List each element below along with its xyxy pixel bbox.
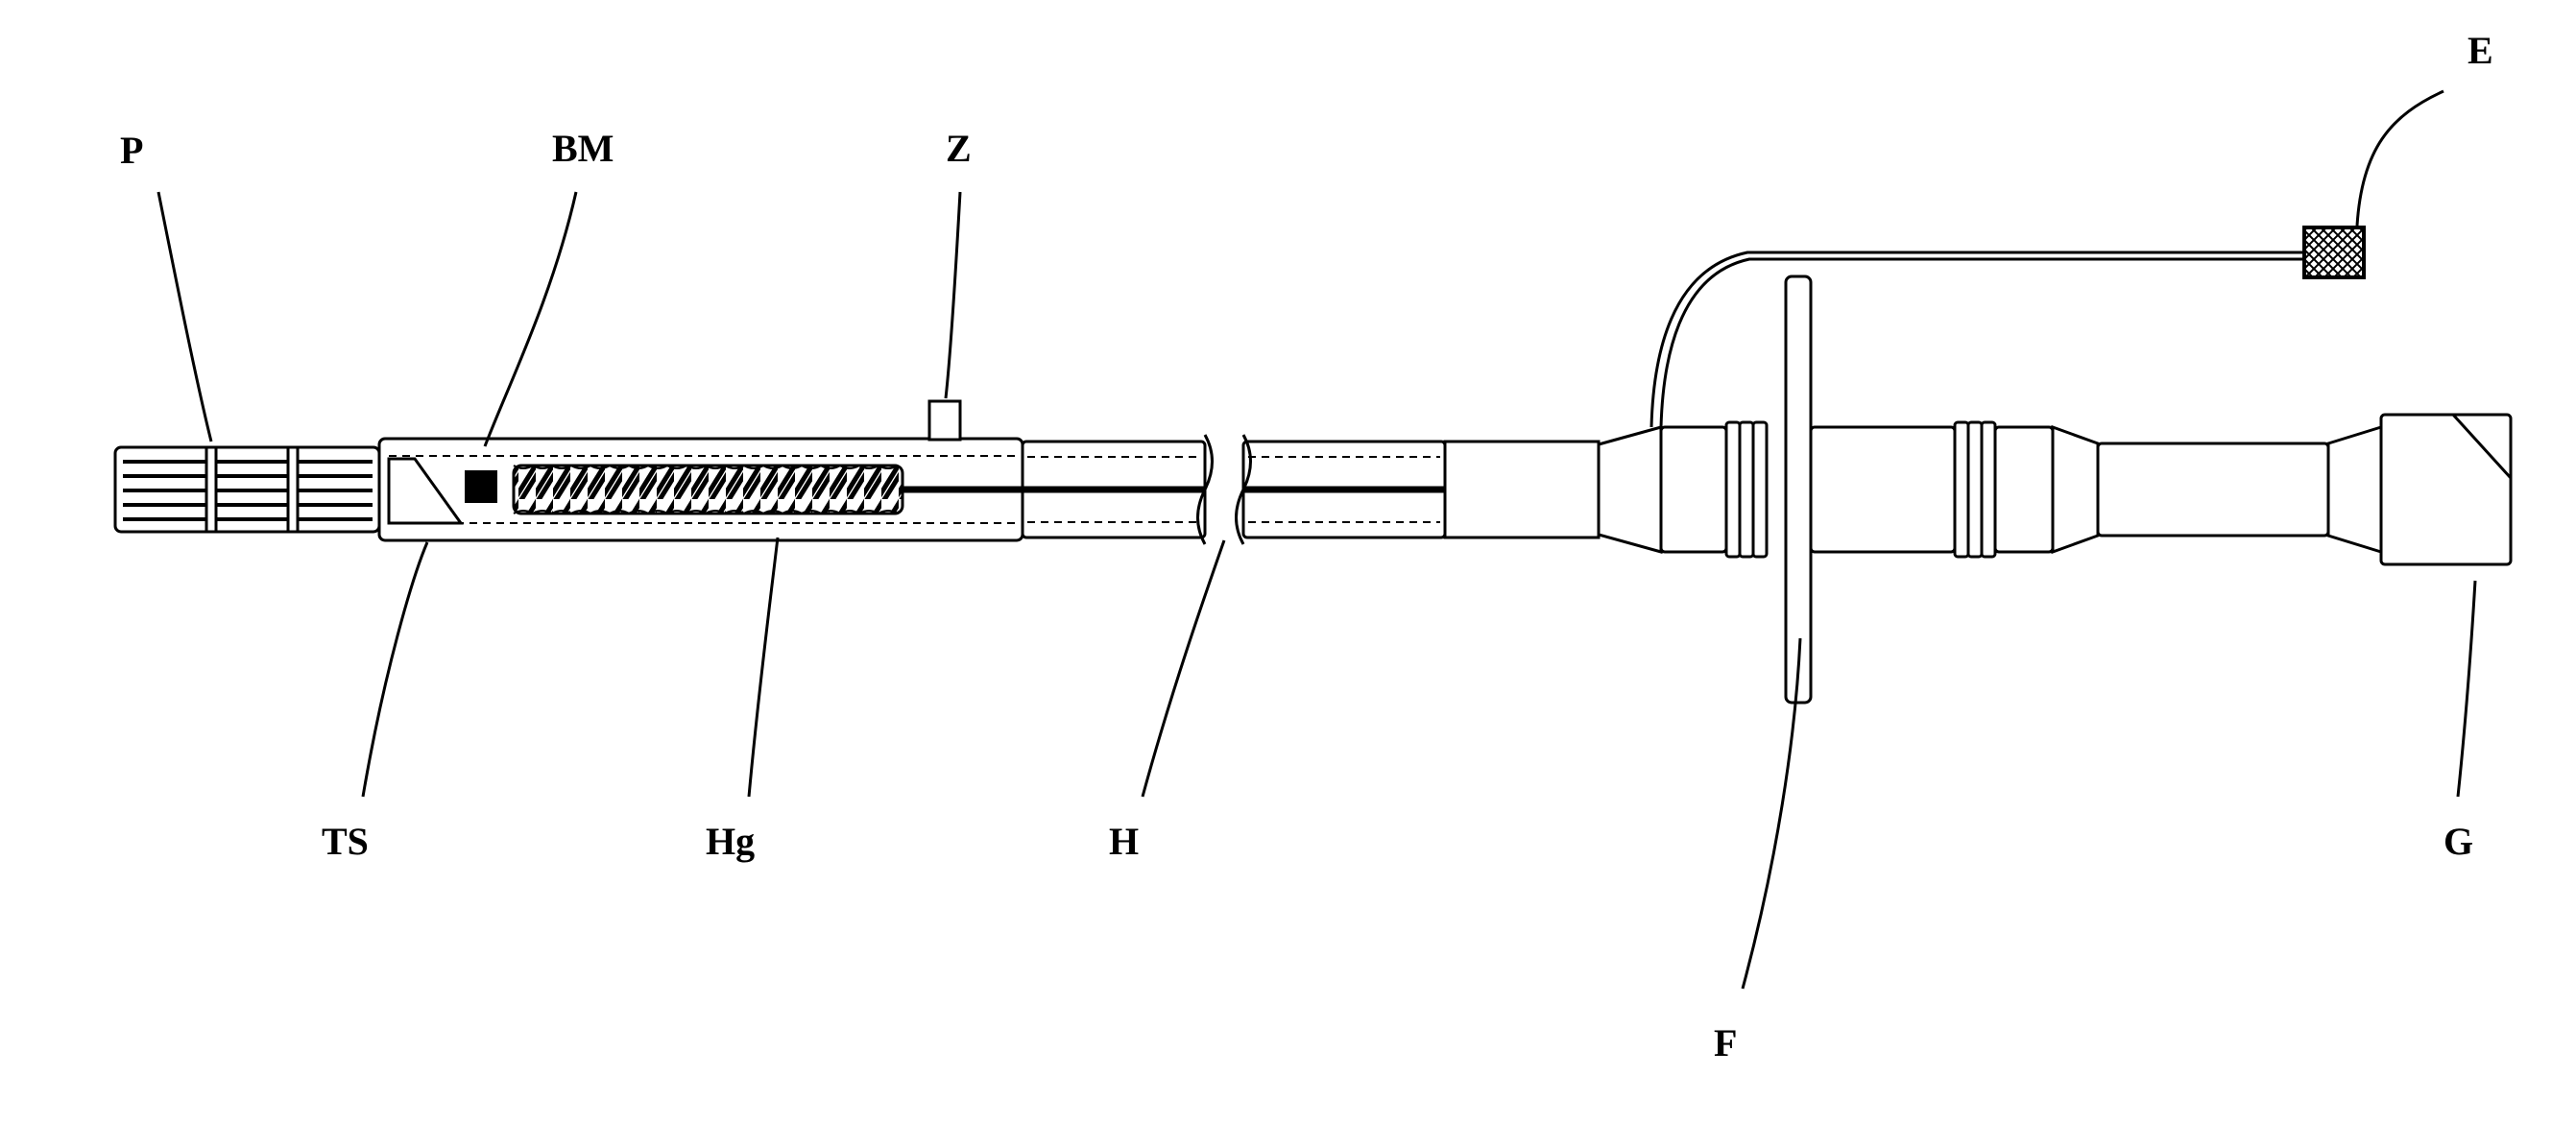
leader-G — [2458, 581, 2475, 797]
part-P — [115, 447, 379, 532]
tube-mid — [1243, 442, 1445, 538]
label-Hg: Hg — [706, 820, 755, 863]
part-Z — [929, 401, 960, 440]
leader-Hg — [749, 538, 778, 797]
leader-H — [1143, 540, 1224, 797]
label-H: H — [1109, 820, 1139, 863]
label-TS: TS — [322, 820, 369, 863]
housing-main — [379, 401, 1205, 540]
label-Z: Z — [946, 127, 972, 170]
leader-BM — [485, 192, 576, 446]
labels: P BM Z E TS Hg H F G — [120, 29, 2493, 1064]
label-BM: BM — [552, 127, 614, 170]
handle-assembly — [1599, 227, 2511, 703]
device-diagram: P BM Z E TS Hg H F G — [115, 29, 2511, 1064]
label-G: G — [2444, 820, 2473, 863]
segment-solid — [1445, 442, 1599, 538]
leader-TS — [363, 542, 427, 797]
part-Hg — [514, 466, 903, 514]
wire-E — [1651, 252, 2304, 427]
label-F: F — [1714, 1021, 1737, 1064]
label-E: E — [2468, 29, 2493, 72]
part-BM — [465, 470, 497, 503]
leader-P — [158, 192, 211, 442]
part-G — [2381, 415, 2511, 564]
part-F — [1786, 276, 1811, 703]
leader-E — [2357, 91, 2444, 226]
part-E — [2304, 227, 2364, 277]
label-P: P — [120, 129, 143, 172]
leader-Z — [946, 192, 960, 398]
